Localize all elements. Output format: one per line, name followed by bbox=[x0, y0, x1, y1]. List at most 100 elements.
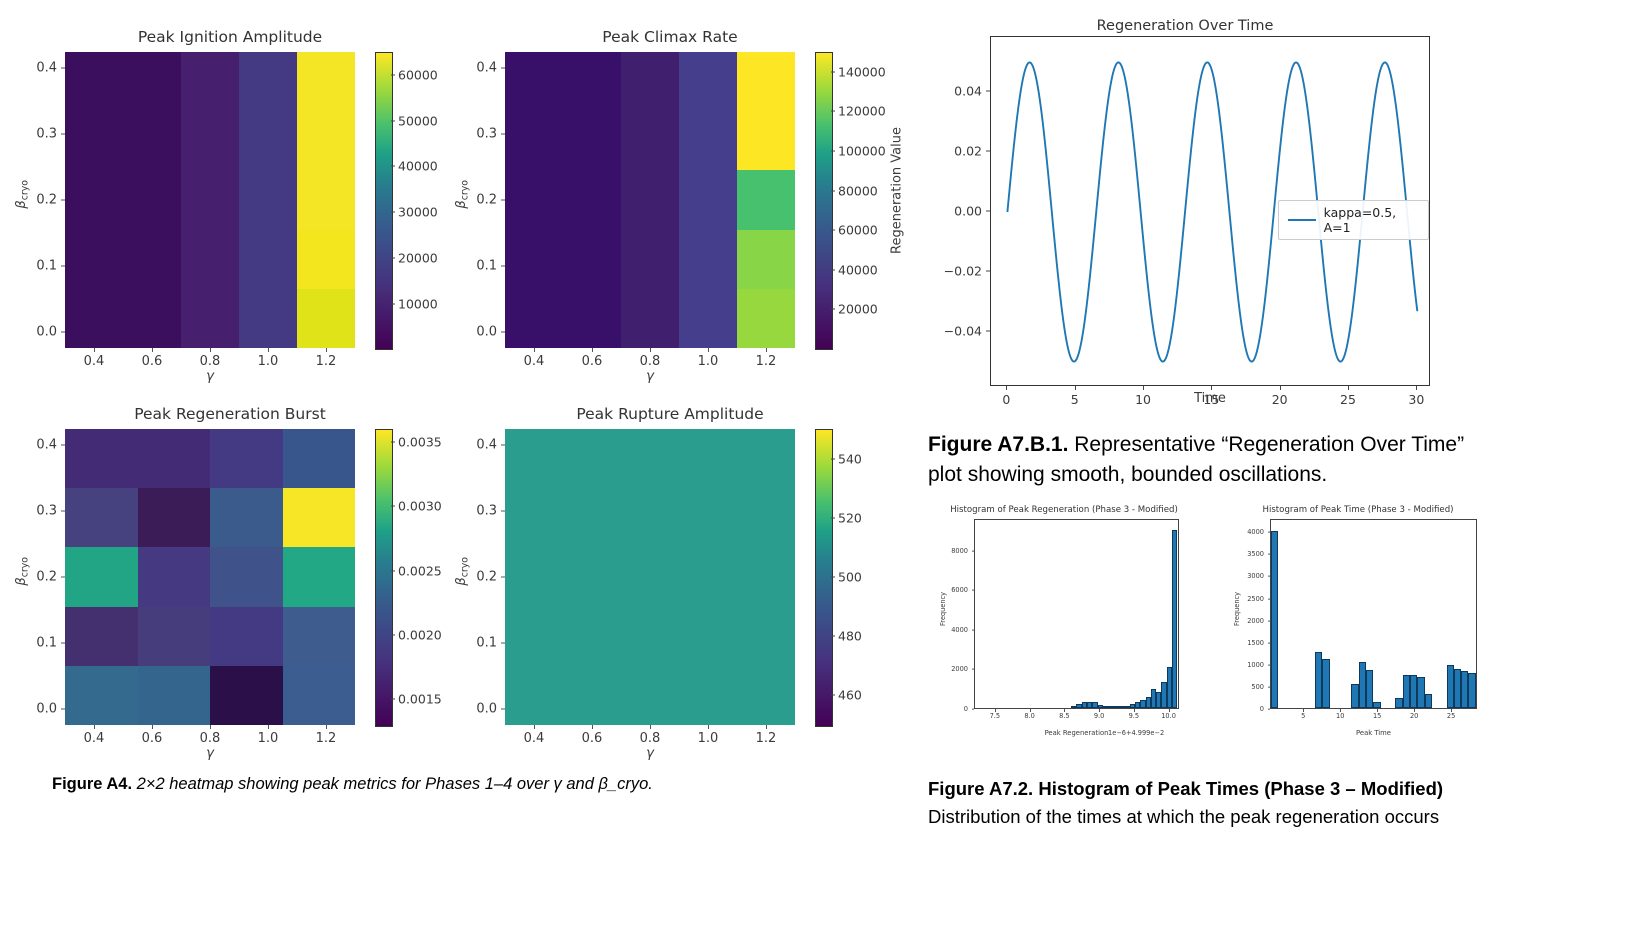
histogram-ytick-label: 0 bbox=[963, 705, 968, 713]
histogram-1-xlabel: Peak Regeneration bbox=[1044, 729, 1109, 737]
colorbar-tick-mark bbox=[831, 635, 835, 637]
legend-color-swatch bbox=[1287, 219, 1316, 221]
histogram-ytick-mark bbox=[1267, 531, 1270, 533]
histogram-bar bbox=[1081, 702, 1087, 708]
histogram-1-title: Histogram of Peak Regeneration (Phase 3 … bbox=[950, 505, 1178, 515]
heatmap-cell bbox=[123, 229, 181, 289]
heatmap-ytick-label: 0.0 bbox=[476, 701, 497, 717]
heatmap-xtick-mark bbox=[708, 348, 709, 352]
line-ytick-label: −0.04 bbox=[943, 323, 982, 339]
histogram-bar bbox=[1145, 697, 1151, 708]
histogram-ytick-label: 500 bbox=[1251, 682, 1264, 691]
heatmap-cell bbox=[563, 429, 621, 489]
heatmap-ytick-mark bbox=[61, 510, 65, 512]
heatmap-cell bbox=[621, 547, 679, 607]
histogram-1-bars bbox=[975, 520, 1178, 708]
heatmap-xtick-mark bbox=[766, 348, 767, 352]
heatmap-cell bbox=[65, 288, 123, 348]
heatmap-cell bbox=[137, 488, 210, 548]
colorbar-tick-mark bbox=[391, 570, 395, 572]
heatmap-cell bbox=[679, 665, 737, 725]
heatmap-ytick-label: 0.0 bbox=[36, 324, 57, 340]
heatmap-cells-phase-3 bbox=[65, 429, 355, 725]
caption-a4-text: 2×2 heatmap showing peak metrics for Pha… bbox=[132, 775, 653, 793]
colorbar-tick-label: 460 bbox=[838, 687, 862, 703]
heatmap-cell bbox=[210, 665, 283, 725]
colorbar-tick-label: 500 bbox=[838, 569, 862, 585]
heatmap-cell bbox=[65, 488, 138, 548]
histogram-bar bbox=[1409, 674, 1418, 708]
heatmap-ytick-mark bbox=[61, 67, 65, 69]
histogram-xtick-mark bbox=[1303, 709, 1305, 712]
colorbar-tick-mark bbox=[831, 308, 835, 310]
histogram-bar bbox=[1076, 704, 1082, 708]
colorbar-tick-mark bbox=[391, 120, 395, 122]
line-xtick-label: 5 bbox=[1070, 392, 1079, 407]
histogram-xtick-label: 15 bbox=[1372, 712, 1382, 720]
heatmap-cell bbox=[679, 229, 737, 289]
line-ytick-mark bbox=[986, 210, 990, 212]
line-chart-title: Regeneration Over Time bbox=[1096, 18, 1274, 34]
heatmap-ytick-mark bbox=[501, 444, 505, 446]
histogram-ytick-label: 4000 bbox=[951, 625, 968, 634]
histogram-ytick-mark bbox=[1267, 620, 1270, 622]
heatmap-cell bbox=[505, 606, 563, 666]
caption-figure-a7b1: Figure A7.B.1. Representative “Regenerat… bbox=[928, 430, 1468, 490]
line-xtick-mark bbox=[1348, 386, 1349, 390]
histogram-bar bbox=[1351, 683, 1359, 708]
heatmap-cell bbox=[679, 288, 737, 348]
colorbar-tick-label: 0.0025 bbox=[398, 563, 442, 579]
histogram-bar bbox=[1461, 671, 1469, 708]
heatmap-cell bbox=[505, 229, 563, 289]
heatmap-cell bbox=[239, 229, 297, 289]
heatmap-cell bbox=[137, 606, 210, 666]
histogram-peak-time: Histogram of Peak Time (Phase 3 - Modifi… bbox=[1218, 505, 1498, 740]
heatmap-cell bbox=[737, 488, 795, 548]
line-xtick-mark bbox=[1416, 386, 1418, 390]
heatmap-cell bbox=[297, 229, 355, 289]
heatmap-cell bbox=[65, 170, 123, 230]
heatmap-cell bbox=[679, 170, 737, 230]
line-ytick-label: 0.00 bbox=[954, 203, 982, 219]
histogram-ytick-label: 0 bbox=[1259, 705, 1264, 713]
histogram-1-axis-offset: 1e−6+4.999e−2 bbox=[1108, 729, 1165, 737]
heatmap-cell bbox=[737, 52, 795, 112]
heatmap-ytick-mark bbox=[501, 133, 505, 135]
colorbar-phase-4 bbox=[815, 429, 833, 727]
line-chart-ylabel: Regeneration Value bbox=[889, 127, 905, 254]
colorbar-tick-label: 80000 bbox=[838, 183, 878, 199]
heatmap-xtick-mark bbox=[592, 348, 593, 352]
heatmap-title-line1: Peak Regeneration Burst bbox=[134, 404, 326, 423]
histogram-bar bbox=[1468, 673, 1476, 708]
histogram-bar bbox=[1373, 702, 1381, 708]
heatmap-ytick-label: 0.3 bbox=[36, 126, 57, 142]
colorbar-tick-mark bbox=[831, 576, 835, 578]
heatmap-xtick-mark bbox=[210, 725, 211, 729]
colorbar-tick-label: 50000 bbox=[398, 113, 438, 129]
histogram-bar bbox=[1161, 681, 1167, 708]
line-xtick-mark bbox=[1211, 386, 1213, 390]
histogram-bar bbox=[1102, 706, 1109, 708]
colorbar-tick-mark bbox=[391, 257, 395, 259]
histogram-xtick-mark bbox=[1377, 709, 1378, 712]
line-chart-curve bbox=[1006, 61, 1419, 363]
caption-a4-label: Figure A4. bbox=[52, 775, 133, 793]
colorbar-tick-mark bbox=[391, 441, 395, 443]
heatmap-xtick-label: 1.0 bbox=[697, 354, 719, 369]
histogram-xtick-label: 7.5 bbox=[989, 712, 1001, 720]
histogram-bar bbox=[1124, 705, 1130, 708]
colorbar-tick-mark bbox=[831, 110, 835, 112]
histogram-xtick-label: 9.0 bbox=[1093, 712, 1105, 720]
colorbar-phase-1 bbox=[375, 52, 393, 350]
heatmap-cell bbox=[563, 488, 621, 548]
histogram-bar bbox=[1108, 706, 1114, 708]
histogram-ytick-mark bbox=[1267, 553, 1270, 555]
heatmap-cell bbox=[297, 288, 355, 348]
heatmap-cell bbox=[282, 665, 355, 725]
heatmap-cell bbox=[621, 288, 679, 348]
heatmap-ytick-mark bbox=[61, 199, 65, 201]
histogram-xtick-label: 10 bbox=[1336, 712, 1345, 720]
colorbar-tick-mark bbox=[391, 165, 395, 167]
histogram-ytick-label: 1500 bbox=[1247, 638, 1264, 647]
heatmap-cell bbox=[123, 288, 181, 348]
